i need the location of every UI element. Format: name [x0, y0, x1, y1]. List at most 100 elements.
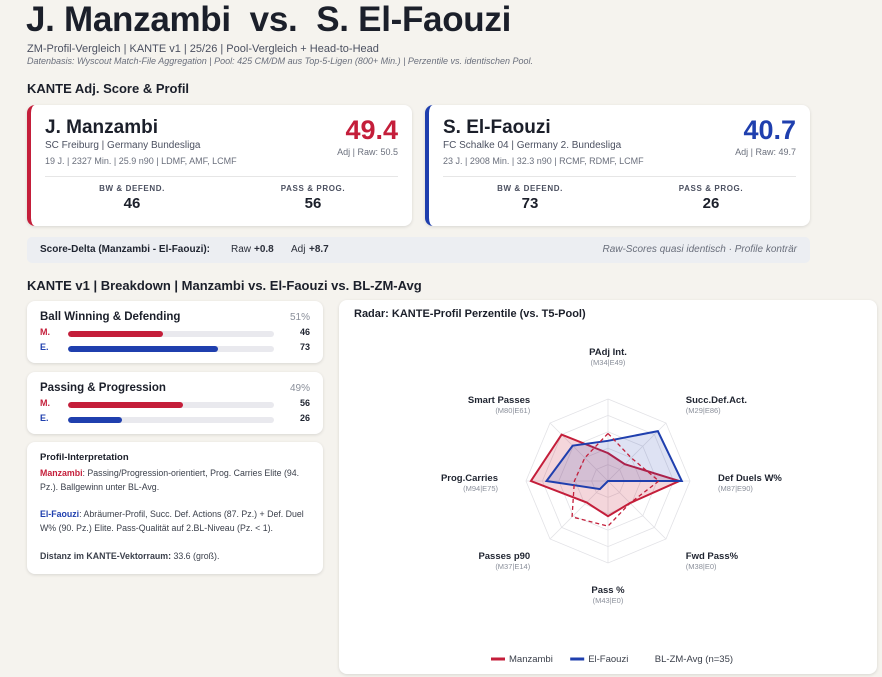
radar-axis-label: Smart Passes [468, 395, 530, 406]
breakdown-weight: 49% [289, 383, 310, 394]
radar-axis-label: Passes p90 [478, 551, 530, 562]
legend-label: El-Faouzi [588, 654, 628, 665]
delta-adj-value: +8.7 [309, 244, 329, 255]
breakdown-weight: 51% [289, 312, 310, 323]
player-club: SC Freiburg | Germany Bundesliga [45, 140, 201, 151]
player-score: 40.7 [743, 115, 796, 145]
player-score-note: Adj | Raw: 49.7 [735, 147, 796, 157]
stat-value-bw: 73 [521, 195, 539, 212]
bar-label: E. [40, 413, 49, 423]
radar-axis-label: Prog.Carries [441, 473, 498, 484]
radar-axis-sublabel: (M80|E61) [495, 406, 530, 415]
radar-axis-label: Def Duels W% [718, 473, 782, 484]
bar-value: 26 [299, 413, 310, 423]
stat-label-bw: BW & DEFEND. [497, 184, 563, 193]
radar-axis-sublabel: (M34|E49) [591, 358, 626, 367]
bar-fill [68, 402, 184, 408]
page-title: J. Manzambi vs. S. El-Faouzi [26, 0, 511, 39]
stat-value-pass: 56 [304, 195, 322, 212]
stat-value-bw: 46 [123, 195, 141, 212]
delta-raw-value: +0.8 [254, 244, 274, 255]
player-name: S. El-Faouzi [443, 117, 551, 138]
distance-label: Distanz im KANTE-Vektorraum: [40, 551, 171, 561]
radar-series-manzambi [529, 433, 683, 518]
bar-value: 46 [299, 327, 310, 337]
page-subtitle: ZM-Profil-Vergleich | KANTE v1 | 25/26 |… [27, 43, 379, 55]
stat-label-pass: PASS & PROG. [280, 184, 346, 193]
radar-axis-line [607, 422, 667, 482]
radar-axis-sublabel: (M43|E0) [593, 596, 624, 605]
stat-label-bw: BW & DEFEND. [99, 184, 165, 193]
radar-axis-line [549, 422, 609, 482]
interpretation-card: Profil-Interpretation Manzambi: Passing/… [27, 442, 323, 574]
stat-label-pass: PASS & PROG. [678, 184, 744, 193]
radar-card: Radar: KANTE-Profil Perzentile (vs. T5-P… [339, 300, 877, 674]
delta-adj-label: Adj [291, 244, 306, 255]
interp-text-el-faouzi: : Abräumer-Profil, Succ. Def. Actions (8… [40, 509, 304, 533]
radar-axis-label: Pass % [591, 585, 625, 596]
legend-label: Manzambi [509, 654, 553, 665]
player-card-manzambi: J. Manzambi SC Freiburg | Germany Bundes… [27, 105, 412, 226]
card-divider [443, 176, 796, 177]
player-card-el-faouzi: S. El-Faouzi FC Schalke 04 | Germany 2. … [425, 105, 810, 226]
breakdown-card-ball-winning: Ball Winning & Defending 51% M. 46 E. 73 [27, 301, 323, 363]
player-meta: 23 J. | 2908 Min. | 32.3 n90 | RCMF, RDM… [443, 156, 644, 166]
section-title-score: KANTE Adj. Score & Profil [27, 81, 190, 96]
stat-value-pass: 26 [702, 195, 720, 212]
player-club: FC Schalke 04 | Germany 2. Bundesliga [443, 140, 622, 151]
bar-value: 56 [299, 398, 310, 408]
radar-chart: PAdj Int.(M34|E49) Succ.Def.Act.(M29|E86)… [441, 347, 782, 665]
radar-axis-line [549, 480, 609, 540]
bar-track [68, 417, 274, 423]
bar-label: E. [40, 342, 49, 352]
interpretation-distance: Distanz im KANTE-Vektorraum: 33.6 (groß)… [40, 550, 312, 564]
bar-fill [68, 346, 219, 352]
bar-label: M. [40, 398, 50, 408]
bar-track [68, 402, 274, 408]
interp-name-el-faouzi: El-Faouzi [40, 509, 80, 519]
delta-raw-label: Raw [231, 244, 252, 255]
radar-title: Radar: KANTE-Profil Perzentile (vs. T5-P… [354, 308, 586, 320]
breakdown-title: Passing & Progression [40, 382, 166, 394]
bar-row-manzambi: M. 46 [40, 327, 310, 341]
bar-fill [68, 417, 122, 423]
interpretation-title: Profil-Interpretation [40, 452, 129, 463]
bar-value: 73 [299, 342, 310, 352]
section-title-breakdown: KANTE v1 | Breakdown | Manzambi vs. El-F… [27, 278, 422, 293]
radar-series-el-faouzi [544, 430, 684, 491]
delta-note: Raw-Scores quasi identisch · Profile kon… [602, 244, 797, 255]
interp-name-manzambi: Manzambi [40, 468, 83, 478]
interpretation-el-faouzi: El-Faouzi: Abräumer-Profil, Succ. Def. A… [40, 508, 312, 535]
player-name: J. Manzambi [45, 117, 158, 138]
radar-axis-sublabel: (M29|E86) [686, 406, 721, 415]
breakdown-card-passing: Passing & Progression 49% M. 56 E. 26 [27, 372, 323, 434]
radar-axis-sublabel: (M37|E14) [495, 562, 530, 571]
bar-fill [68, 331, 163, 337]
radar-axis-sublabel: (M87|E90) [718, 484, 753, 493]
interpretation-manzambi: Manzambi: Passing/Progression-orientiert… [40, 467, 312, 494]
radar-axis-label: Succ.Def.Act. [686, 395, 747, 406]
interp-text-manzambi: : Passing/Progression-orientiert, Prog. … [40, 468, 300, 492]
radar-axis-sublabel: (M38|E0) [686, 562, 717, 571]
player-score-note: Adj | Raw: 50.5 [337, 147, 398, 157]
bar-row-el-faouzi: E. 73 [40, 342, 310, 356]
data-source-note: Datenbasis: Wyscout Match-File Aggregati… [27, 56, 533, 66]
player-score: 49.4 [345, 115, 398, 145]
score-delta-bar: Score-Delta (Manzambi - El-Faouzi): Raw … [27, 237, 810, 263]
bar-label: M. [40, 327, 50, 337]
radar-axis-label: Fwd Pass% [686, 551, 739, 562]
breakdown-title: Ball Winning & Defending [40, 311, 181, 323]
card-divider [45, 176, 398, 177]
radar-series-bl-zm-avg-n-35 [571, 432, 660, 527]
player-meta: 19 J. | 2327 Min. | 25.9 n90 | LDMF, AMF… [45, 156, 237, 166]
delta-label: Score-Delta (Manzambi - El-Faouzi): [40, 244, 211, 255]
distance-value: 33.6 (groß). [171, 551, 220, 561]
legend-label: BL-ZM-Avg (n=35) [655, 654, 733, 665]
bar-row-el-faouzi: E. 26 [40, 413, 310, 427]
bar-track [68, 331, 274, 337]
bar-track [68, 346, 274, 352]
bar-row-manzambi: M. 56 [40, 398, 310, 412]
radar-axis-line [607, 480, 667, 540]
radar-axis-sublabel: (M94|E75) [463, 484, 498, 493]
radar-axis-label: PAdj Int. [589, 347, 627, 358]
